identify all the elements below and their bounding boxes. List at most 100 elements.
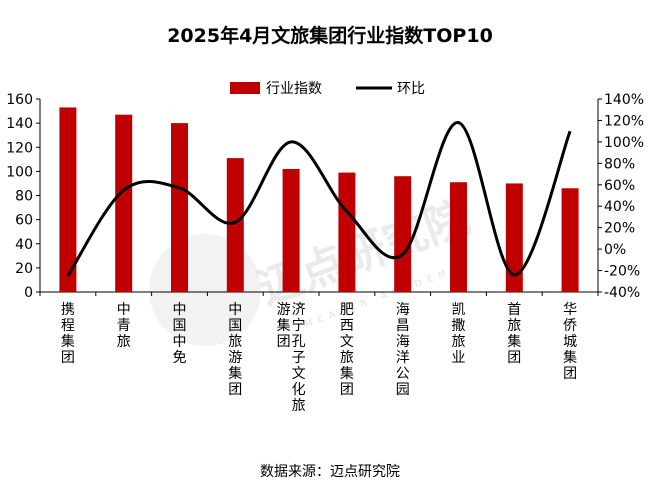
category-label-char: 集 <box>563 349 577 366</box>
y-tick-left-label: 0 <box>24 285 33 301</box>
legend-label-index: 行业指数 <box>266 81 322 97</box>
category-label-char: 旅 <box>292 398 306 414</box>
bar <box>115 114 133 293</box>
category-label-char: 旅 <box>117 334 131 350</box>
category-labels: 携程集团中青旅中国中免中国旅游集团济宁孔子文化旅游集团肥西文旅集团海昌海洋公园凯… <box>61 302 577 414</box>
category-label-char: 旅 <box>228 334 242 350</box>
category-label-char: 洋 <box>396 350 410 366</box>
y-tick-left-label: 120 <box>6 140 33 156</box>
category-label-char: 文 <box>292 366 306 382</box>
category-label-char: 昌 <box>396 318 410 334</box>
bar <box>450 182 467 292</box>
source-note: 数据来源：迈点研究院 <box>260 464 400 480</box>
category-label-char: 团 <box>61 350 75 366</box>
legend-label-mom: 环比 <box>397 81 425 97</box>
category-label-char: 旅 <box>340 350 354 366</box>
category-label-char: 凯 <box>452 302 466 318</box>
category-label-char: 中 <box>117 302 131 318</box>
legend-swatch-index <box>230 82 260 94</box>
category-label-char: 公 <box>396 366 410 382</box>
category-label-char: 中 <box>173 334 187 350</box>
category-label-char: 中 <box>228 302 242 318</box>
bars <box>59 107 579 293</box>
category-label-char: 团 <box>228 382 242 398</box>
category-label-char: 程 <box>61 318 75 334</box>
category-label-char: 文 <box>340 334 354 350</box>
category-label-char: 团 <box>507 350 521 366</box>
category-label-char: 宁 <box>292 317 306 334</box>
y-tick-right-label: 0% <box>604 242 626 258</box>
y-tick-left-label: 80 <box>15 189 33 205</box>
category-label-char: 旅 <box>507 318 521 334</box>
category-label-char: 集 <box>340 365 354 382</box>
bar <box>505 183 523 292</box>
category-label-char: 免 <box>173 350 187 366</box>
legend: 行业指数 环比 <box>230 81 425 97</box>
bar <box>226 158 244 292</box>
category-label-char: 撒 <box>452 318 466 334</box>
category-label-char: 集 <box>228 365 242 382</box>
category-label-char: 团 <box>340 382 354 398</box>
y-tick-left-label: 20 <box>15 261 33 277</box>
y-tick-right-label: -40% <box>604 285 640 301</box>
category-label-char: 青 <box>117 318 131 334</box>
category-label-char: 华 <box>563 302 577 318</box>
bar <box>338 172 356 292</box>
category-label-char: 首 <box>507 302 521 318</box>
category-label-char: 西 <box>340 318 354 334</box>
category-label-char: 中 <box>173 302 187 318</box>
category-label-char: 游 <box>228 350 242 366</box>
category-label-char: 旅 <box>452 334 466 350</box>
bar <box>171 123 188 292</box>
category-label-char: 孔 <box>292 334 306 350</box>
y-tick-right-label: 80% <box>604 156 635 172</box>
category-label-char: 海 <box>396 302 410 318</box>
watermark: 迈点研究院 MEADIN ACADEMY <box>149 192 476 346</box>
line-series <box>66 121 572 277</box>
y-tick-left-label: 100 <box>6 164 33 180</box>
category-label-char: 肥 <box>340 302 354 318</box>
category-label-char: 游 <box>277 302 291 318</box>
category-label-char: 团 <box>563 366 577 382</box>
y-tick-right-label: 140% <box>604 92 644 108</box>
category-label-char: 侨 <box>563 318 577 334</box>
y-tick-right-label: 20% <box>604 221 635 237</box>
category-label-char: 子 <box>292 350 306 366</box>
category-label-char: 集 <box>507 333 521 350</box>
y-tick-left-label: 140 <box>6 116 33 132</box>
y-tick-right-label: 120% <box>604 113 644 129</box>
bar <box>59 107 77 292</box>
y-tick-left-label: 60 <box>15 213 33 229</box>
category-label-char: 济 <box>292 302 306 318</box>
category-label-char: 海 <box>396 334 410 350</box>
y-tick-right-label: 40% <box>604 199 635 215</box>
category-label-char: 集 <box>277 317 291 334</box>
y-tick-right-label: 100% <box>604 135 644 151</box>
bar <box>561 188 579 292</box>
bar <box>282 168 300 292</box>
y-tick-left-label: 160 <box>6 92 33 108</box>
category-label-char: 携 <box>61 302 75 318</box>
category-label-char: 团 <box>277 334 291 350</box>
category-label-char: 化 <box>292 382 306 398</box>
category-label-char: 集 <box>61 333 75 350</box>
category-label-char: 园 <box>396 382 410 398</box>
y-tick-right-label: -20% <box>604 264 640 280</box>
y-tick-left-label: 40 <box>15 237 33 253</box>
y-tick-right-label: 60% <box>604 178 635 194</box>
mom-line <box>66 121 572 277</box>
category-label-char: 业 <box>452 350 466 366</box>
category-label-char: 城 <box>563 334 577 350</box>
category-label: 中青旅 <box>117 302 131 350</box>
watermark-logo <box>149 234 261 346</box>
category-label-char: 国 <box>173 318 187 334</box>
